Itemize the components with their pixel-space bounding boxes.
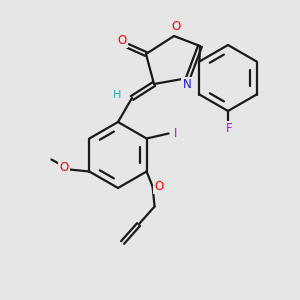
Text: N: N: [183, 79, 191, 92]
Text: O: O: [60, 161, 69, 174]
Text: O: O: [154, 180, 163, 193]
Text: O: O: [171, 20, 181, 34]
Text: O: O: [117, 34, 127, 46]
Text: H: H: [113, 90, 121, 100]
Text: F: F: [226, 122, 232, 136]
Text: I: I: [174, 127, 177, 140]
